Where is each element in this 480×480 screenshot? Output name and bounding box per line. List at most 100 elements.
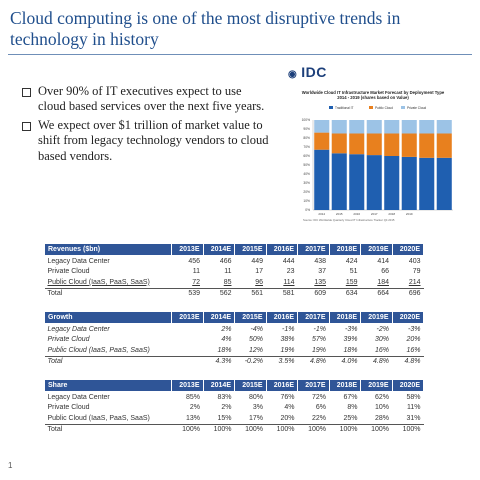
share-table: Share 2013E 2014E 2015E 2016E 2017E 2018E 2019E… [44, 379, 424, 435]
bar-segment [314, 120, 330, 133]
chart-svg: Worldwide Cloud IT Infrastructure Market… [302, 90, 453, 222]
table-row: Legacy Data Center 456 466 449 444 438 424 414 4… [45, 256, 424, 267]
value-cell: 3% [252, 404, 263, 412]
value-cell [172, 345, 204, 356]
y-tick-label: 70% [303, 145, 310, 149]
value-cell: 67% [343, 393, 358, 401]
table-row: Legacy Data Center 2% -4% -1% -1% -3% -2% -3% [45, 324, 424, 335]
value-cell: 539 [171, 287, 203, 299]
bar-segment [366, 120, 382, 134]
value-cell: 100% [392, 423, 424, 435]
value-cell: 456 [188, 257, 200, 265]
y-tick-label: 90% [303, 127, 310, 131]
bar-segment [366, 155, 382, 210]
value-cell: 20% [406, 336, 421, 344]
revenues-table: Revenues ($bn) 2013E 2014E 2015E 2016E 2017E 2… [44, 243, 424, 299]
value-cell: 444 [282, 257, 295, 265]
value-cell: 466 [219, 257, 232, 265]
value-cell: 414 [377, 257, 389, 265]
bar-segment [331, 153, 347, 210]
page-number: 1 [8, 461, 13, 470]
table-year-header: 2019E [360, 379, 393, 392]
value-cell: 561 [234, 287, 266, 299]
bar-segment [384, 156, 400, 210]
y-tick-label: 30% [303, 181, 310, 185]
table-year-header: 2016E [265, 311, 298, 324]
value-cell: 4% [284, 404, 295, 412]
bar-segment [331, 133, 347, 154]
row-label-cell: Public Cloud (IaaS, PaaS, SaaS) [47, 346, 150, 354]
value-cell: 11 [192, 268, 200, 276]
table-year-header: 2019E [360, 243, 393, 256]
value-cell: 38% [280, 336, 295, 344]
value-cell: 18% [343, 346, 358, 354]
value-cell: 4% [221, 336, 232, 344]
value-cell: 96 [255, 278, 263, 286]
bar-segment [419, 120, 435, 134]
table-year-header: 2014E [202, 243, 235, 256]
value-cell: 403 [408, 257, 421, 265]
value-cell: 11% [407, 404, 421, 412]
value-cell: 28% [374, 414, 389, 422]
bar-segment [436, 157, 452, 210]
row-label-cell: Legacy Data Center [47, 257, 110, 265]
table-title-cell: Growth [44, 311, 172, 324]
table-row: Public Cloud (IaaS, PaaS, SaaS) 18% 12% 19%… [45, 345, 424, 356]
cloud-forecast-chart: Worldwide Cloud IT Infrastructure Market… [283, 86, 463, 236]
table-year-header: 2020E [391, 379, 424, 392]
table-year-header: 2013E [171, 379, 204, 392]
value-cell: 79 [412, 268, 421, 276]
value-cell: 13% [185, 414, 200, 422]
row-label-cell: Public Cloud (IaaS, PaaS, SaaS) [47, 414, 150, 422]
checkbox-bullet-icon [22, 121, 31, 131]
table-year-header: 2013E [171, 243, 204, 256]
table-year-header: 2013E [171, 311, 204, 324]
bar-segment [436, 120, 452, 134]
value-cell: 609 [297, 287, 329, 299]
table-year-header: 2017E [297, 311, 330, 324]
bullet-text: Over 90% of IT executives expect to use … [38, 84, 265, 114]
bar-segment [419, 133, 435, 158]
value-cell: 100% [171, 423, 203, 435]
value-cell: 6% [315, 404, 326, 412]
table-row: Public Cloud (IaaS, PaaS, SaaS) 13% 15% 17%… [45, 413, 424, 424]
table-year-header: 2017E [297, 379, 330, 392]
value-cell: 72 [192, 278, 200, 286]
table-row: Total 4.3% -0.2% 3.5% 4.8% 4.0% 4.8% 4.8% [44, 355, 424, 367]
value-cell: 100% [297, 423, 329, 435]
value-cell: 2% [221, 404, 232, 412]
value-cell: 23 [286, 268, 295, 276]
legend-label: Public Cloud [375, 106, 393, 110]
table-row: Private Cloud 4% 50% 38% 57% 39% 30% 20% [45, 335, 424, 346]
bar-segment [349, 133, 365, 155]
table-row: Private Cloud 11 11 17 23 37 51 66 79 [45, 267, 424, 278]
x-tick-label: 2019 [406, 212, 413, 216]
idc-globe-icon: ◉ [288, 69, 297, 80]
table-year-header: 2014E [202, 379, 235, 392]
bar-segment [349, 120, 365, 134]
legend-label: Traditional IT [335, 106, 354, 110]
row-label-cell: Legacy Data Center [47, 325, 110, 333]
value-cell: 10% [374, 404, 389, 412]
value-cell: 22% [311, 414, 326, 422]
bar-segment [401, 133, 417, 157]
bullet-text: We expect over $1 trillion of market val… [38, 117, 269, 163]
table-header-row: Revenues ($bn) 2013E 2014E 2015E 2016E 2017E 2… [44, 243, 424, 256]
value-cell: 135 [314, 278, 326, 286]
bar-segment [401, 156, 417, 210]
value-cell: 80% [248, 393, 263, 401]
value-cell: 58% [406, 393, 421, 401]
value-cell: 17 [255, 268, 263, 276]
table-year-header: 2014E [202, 311, 235, 324]
value-cell: 50% [248, 336, 263, 344]
value-cell: 2% [221, 325, 232, 333]
row-label-cell: Private Cloud [47, 336, 90, 344]
table-year-header: 2016E [265, 243, 298, 256]
value-cell: 51 [349, 268, 358, 276]
value-cell: -2% [376, 325, 389, 333]
value-cell [171, 355, 203, 367]
value-cell: 76% [280, 393, 295, 401]
value-cell: 4.8% [360, 355, 392, 367]
y-tick-label: 20% [303, 190, 310, 194]
row-label-cell: Total [44, 355, 172, 367]
